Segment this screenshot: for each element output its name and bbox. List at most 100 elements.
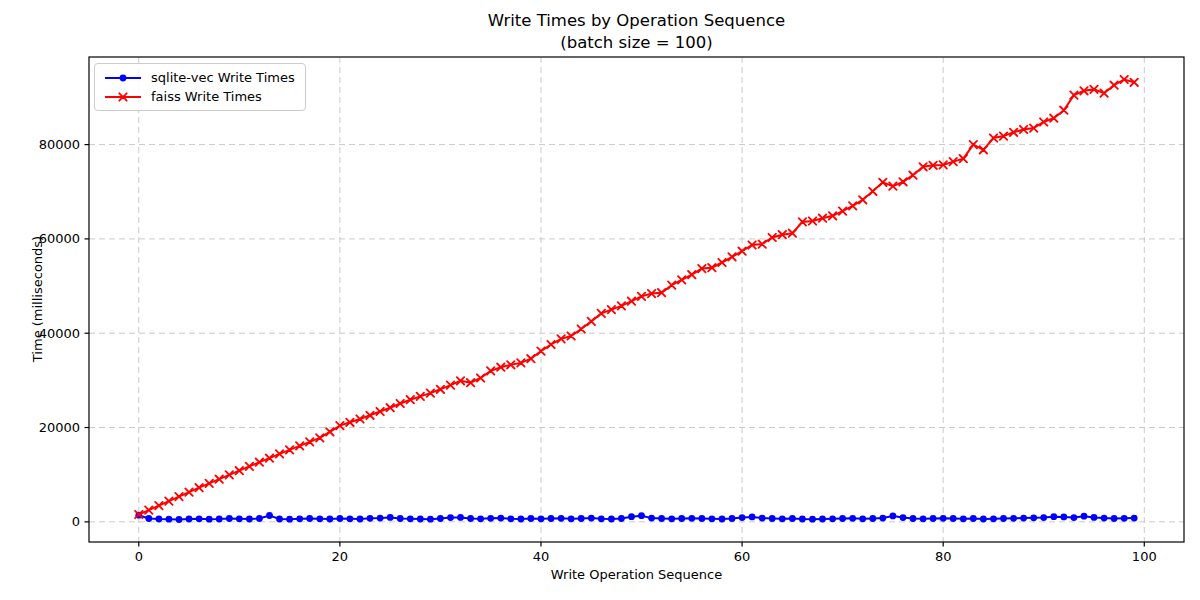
circle-marker bbox=[890, 513, 897, 520]
circle-marker bbox=[920, 515, 927, 522]
circle-marker bbox=[588, 515, 595, 522]
y-tick-label: 20000 bbox=[39, 420, 80, 435]
circle-marker bbox=[457, 514, 464, 521]
circle-marker bbox=[347, 515, 354, 522]
circle-marker bbox=[960, 515, 967, 522]
circle-marker bbox=[156, 516, 163, 523]
circle-marker bbox=[769, 515, 776, 522]
circle-marker bbox=[256, 515, 263, 522]
circle-marker bbox=[316, 515, 323, 522]
circle-marker bbox=[648, 515, 655, 522]
circle-marker bbox=[477, 515, 484, 522]
circle-marker bbox=[528, 515, 535, 522]
circle-marker bbox=[1000, 515, 1007, 522]
y-axis-label: Time (milliseconds) bbox=[30, 236, 45, 362]
circle-marker bbox=[839, 515, 846, 522]
y-tick-label: 80000 bbox=[39, 137, 80, 152]
circle-marker bbox=[507, 515, 514, 522]
circle-marker bbox=[1121, 515, 1128, 522]
circle-marker bbox=[719, 516, 726, 523]
circle-marker bbox=[357, 516, 364, 523]
circle-marker bbox=[1071, 514, 1078, 521]
y-axis-ticks: 020000400006000080000 bbox=[39, 137, 89, 529]
circle-marker bbox=[236, 515, 243, 522]
circle-marker bbox=[377, 515, 384, 522]
circle-marker bbox=[779, 515, 786, 522]
series-sqlite-vec bbox=[135, 512, 1137, 523]
circle-marker bbox=[618, 515, 625, 522]
circle-marker bbox=[829, 515, 836, 522]
circle-marker bbox=[578, 515, 585, 522]
chart-subtitle: (batch size = 100) bbox=[89, 32, 1184, 54]
circle-marker bbox=[668, 515, 675, 522]
legend-item-sqlite-vec: sqlite-vec Write Times bbox=[103, 70, 295, 85]
circle-marker bbox=[145, 515, 152, 522]
x-tick-label: 80 bbox=[935, 549, 952, 564]
circle-marker bbox=[678, 515, 685, 522]
circle-marker bbox=[266, 512, 273, 519]
circle-marker bbox=[1091, 514, 1098, 521]
circle-marker bbox=[739, 514, 746, 521]
chart-figure: 020406080100020000400006000080000 Write … bbox=[0, 0, 1200, 600]
circle-marker bbox=[226, 515, 233, 522]
x-axis-label: Write Operation Sequence bbox=[89, 567, 1184, 582]
circle-marker bbox=[658, 515, 665, 522]
circle-marker bbox=[558, 515, 565, 522]
circle-marker bbox=[1010, 515, 1017, 522]
circle-marker bbox=[548, 515, 555, 522]
circle-marker bbox=[166, 516, 173, 523]
circle-marker bbox=[789, 515, 796, 522]
circle-marker bbox=[1030, 514, 1037, 521]
circle-marker bbox=[940, 515, 947, 522]
x-tick-label: 0 bbox=[135, 549, 143, 564]
circle-marker bbox=[518, 516, 525, 523]
circle-marker bbox=[910, 515, 917, 522]
circle-marker bbox=[849, 515, 856, 522]
circle-marker bbox=[930, 515, 937, 522]
circle-marker bbox=[759, 515, 766, 522]
x-tick-label: 100 bbox=[1132, 549, 1157, 564]
circle-marker bbox=[497, 515, 504, 522]
legend-label-faiss: faiss Write Times bbox=[151, 89, 262, 104]
circle-marker bbox=[699, 515, 706, 522]
circle-marker bbox=[809, 516, 816, 523]
circle-marker bbox=[879, 515, 886, 522]
y-tick-label: 40000 bbox=[39, 326, 80, 341]
circle-marker bbox=[568, 515, 575, 522]
circle-marker bbox=[859, 515, 866, 522]
circle-marker bbox=[688, 515, 695, 522]
circle-marker bbox=[306, 515, 313, 522]
circle-marker bbox=[337, 515, 344, 522]
circle-marker bbox=[467, 515, 474, 522]
circle-marker bbox=[980, 516, 987, 523]
circle-marker bbox=[427, 516, 434, 523]
chart-title: Write Times by Operation Sequence bbox=[89, 10, 1184, 32]
circle-marker bbox=[437, 515, 444, 522]
circle-marker bbox=[407, 515, 414, 522]
circle-marker bbox=[970, 515, 977, 522]
legend-sample-line-x-icon bbox=[103, 90, 143, 104]
x-tick-label: 40 bbox=[533, 549, 550, 564]
circle-marker bbox=[417, 516, 424, 523]
circle-marker bbox=[1081, 513, 1088, 520]
circle-marker bbox=[638, 512, 645, 519]
circle-marker bbox=[176, 516, 183, 523]
circle-marker bbox=[990, 515, 997, 522]
circle-marker bbox=[729, 515, 736, 522]
circle-marker bbox=[799, 516, 806, 523]
circle-marker bbox=[608, 516, 615, 523]
x-tick-label: 20 bbox=[332, 549, 349, 564]
circle-marker bbox=[367, 515, 374, 522]
circle-marker bbox=[186, 516, 193, 523]
series-faiss bbox=[135, 76, 1138, 518]
circle-marker bbox=[447, 514, 454, 521]
x-tick-label: 60 bbox=[734, 549, 751, 564]
circle-marker bbox=[1101, 515, 1108, 522]
circle-marker bbox=[326, 516, 333, 523]
legend-item-faiss: faiss Write Times bbox=[103, 89, 295, 104]
circle-marker bbox=[487, 515, 494, 522]
circle-marker bbox=[1111, 515, 1118, 522]
circle-marker bbox=[819, 516, 826, 523]
circle-marker bbox=[1020, 515, 1027, 522]
y-tick-label: 60000 bbox=[39, 231, 80, 246]
